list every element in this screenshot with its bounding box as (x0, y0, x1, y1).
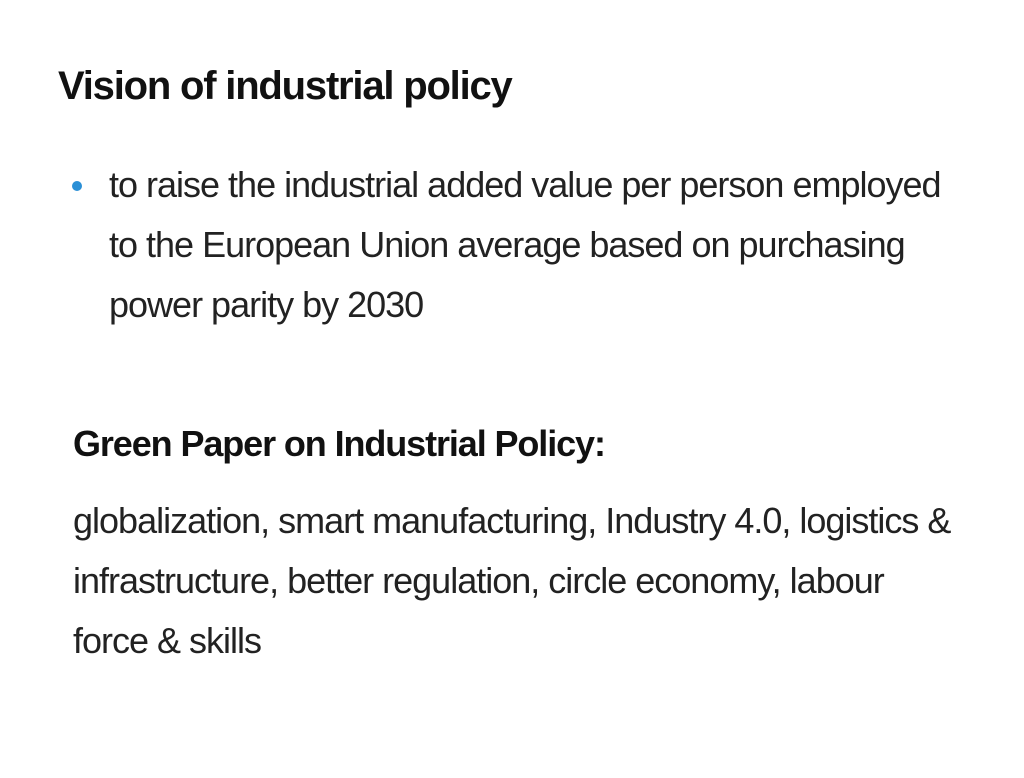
bullet-item: to raise the industrial added value per … (70, 155, 960, 335)
bullet-dot-icon (72, 181, 82, 191)
slide-title: Vision of industrial policy (58, 64, 513, 108)
bullet-list: to raise the industrial added value per … (70, 155, 960, 335)
section-heading: Green Paper on Industrial Policy: (73, 423, 606, 464)
section-body-text: globalization, smart manufacturing, Indu… (73, 500, 951, 661)
bullet-text: to raise the industrial added value per … (109, 164, 942, 325)
